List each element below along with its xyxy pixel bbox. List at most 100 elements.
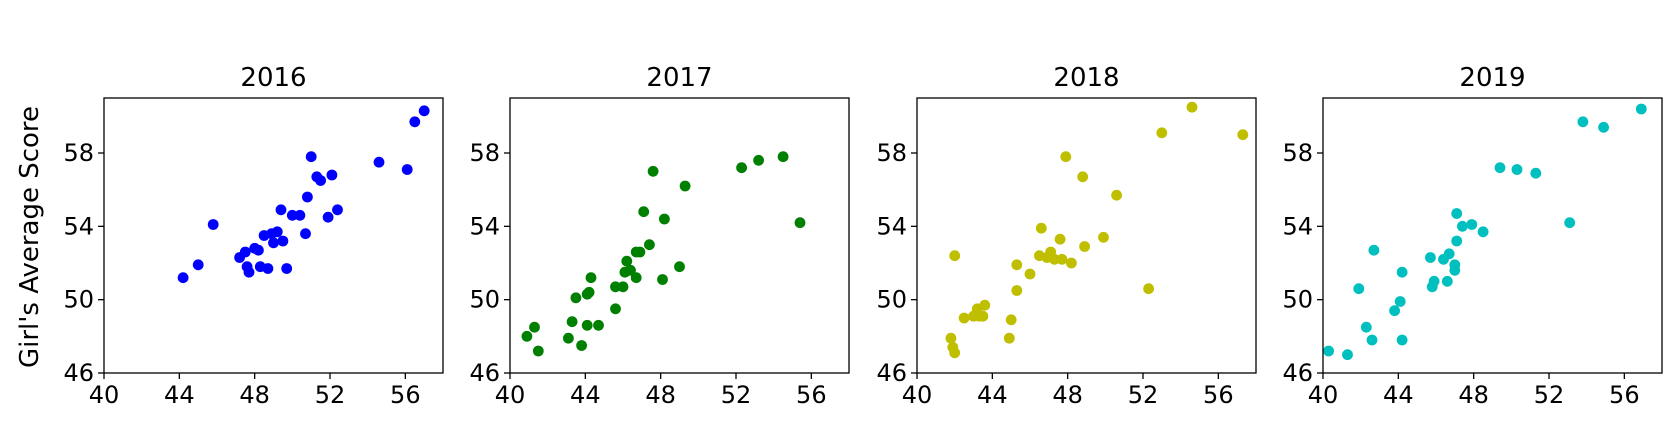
x-tick-label: 40 bbox=[495, 381, 526, 409]
data-point bbox=[1342, 349, 1353, 361]
data-point bbox=[1441, 275, 1453, 287]
plot-frame bbox=[916, 97, 1257, 374]
data-point bbox=[286, 209, 298, 221]
x-tick-label: 56 bbox=[1609, 381, 1640, 409]
data-point bbox=[1577, 116, 1589, 128]
x-tick-label: 44 bbox=[570, 381, 601, 409]
data-point bbox=[271, 226, 283, 238]
data-point bbox=[1011, 259, 1023, 271]
data-point bbox=[1186, 101, 1198, 113]
x-tick-label: 44 bbox=[1383, 381, 1414, 409]
x-tick-label: 52 bbox=[1534, 381, 1565, 409]
data-point bbox=[239, 246, 251, 258]
data-point bbox=[268, 237, 279, 249]
data-point bbox=[570, 292, 582, 304]
data-point bbox=[418, 105, 430, 117]
data-point bbox=[1425, 252, 1436, 263]
data-point bbox=[679, 180, 691, 192]
panel-title: 2017 bbox=[646, 63, 712, 93]
data-point bbox=[1353, 283, 1365, 295]
data-point bbox=[674, 261, 685, 273]
x-tick-label: 40 bbox=[89, 381, 120, 409]
data-point bbox=[1237, 129, 1249, 141]
data-point bbox=[1366, 334, 1378, 346]
x-tick-label: 52 bbox=[1128, 381, 1159, 409]
data-point bbox=[621, 255, 633, 267]
data-point bbox=[207, 219, 219, 230]
data-point bbox=[532, 345, 544, 357]
data-point bbox=[315, 175, 326, 186]
data-point bbox=[1011, 285, 1023, 296]
data-point bbox=[610, 281, 621, 293]
x-tick-label: 48 bbox=[1052, 381, 1083, 409]
data-point bbox=[585, 272, 597, 284]
data-point bbox=[1003, 332, 1015, 344]
y-tick-label: 58 bbox=[63, 139, 94, 167]
panel-3: 2019 40 44 48 52 56 46 50 54 58 bbox=[1282, 63, 1663, 409]
data-point bbox=[305, 151, 317, 163]
data-point bbox=[1451, 235, 1463, 247]
data-point bbox=[1056, 253, 1068, 265]
data-point bbox=[958, 312, 970, 324]
data-point bbox=[1428, 275, 1440, 287]
data-point bbox=[576, 340, 587, 351]
data-point bbox=[262, 263, 274, 274]
data-point bbox=[1049, 253, 1060, 265]
panel-title: 2018 bbox=[1053, 63, 1119, 93]
panel-0: 2016 40 44 48 52 56 46 50 54 58 bbox=[63, 63, 444, 409]
x-tick-label: 44 bbox=[164, 381, 195, 409]
data-point bbox=[625, 264, 636, 276]
data-point bbox=[638, 206, 650, 218]
x-tick-label: 40 bbox=[902, 381, 933, 409]
data-point bbox=[529, 321, 540, 333]
data-point bbox=[977, 310, 989, 322]
x-tick-label: 44 bbox=[977, 381, 1008, 409]
data-point bbox=[1323, 345, 1334, 357]
x-tick-label: 52 bbox=[315, 381, 346, 409]
data-point bbox=[1466, 219, 1478, 230]
y-tick-label: 58 bbox=[469, 139, 500, 167]
y-tick-label: 46 bbox=[63, 359, 94, 387]
data-point bbox=[644, 239, 655, 251]
panel-2: 2018 40 44 48 52 56 46 50 54 58 bbox=[876, 63, 1257, 409]
data-point bbox=[243, 266, 255, 278]
plot-frame bbox=[509, 97, 850, 374]
data-point bbox=[1530, 167, 1542, 179]
y-tick-label: 54 bbox=[1282, 212, 1313, 240]
data-point bbox=[1635, 103, 1647, 115]
y-tick-label: 50 bbox=[63, 286, 94, 314]
data-point bbox=[275, 204, 287, 216]
data-point bbox=[1098, 231, 1109, 243]
data-point bbox=[1396, 266, 1408, 278]
data-point bbox=[300, 228, 311, 240]
data-point bbox=[647, 165, 659, 177]
data-point bbox=[401, 164, 413, 175]
data-point bbox=[1143, 283, 1154, 295]
y-tick-label: 50 bbox=[876, 286, 907, 314]
y-tick-label: 58 bbox=[876, 139, 907, 167]
data-point bbox=[177, 272, 189, 284]
x-tick-label: 48 bbox=[239, 381, 270, 409]
data-point bbox=[583, 286, 595, 298]
data-point bbox=[1054, 233, 1066, 245]
data-point bbox=[1077, 171, 1089, 183]
data-point bbox=[322, 211, 334, 223]
data-point bbox=[1368, 244, 1380, 256]
data-point bbox=[949, 347, 961, 359]
y-tick-label: 46 bbox=[876, 359, 907, 387]
data-point bbox=[1111, 189, 1122, 201]
data-point bbox=[192, 259, 204, 271]
data-point bbox=[1389, 305, 1400, 317]
data-point bbox=[326, 169, 338, 181]
data-point bbox=[1564, 217, 1576, 229]
panel-title: 2016 bbox=[240, 63, 306, 93]
data-point bbox=[277, 235, 289, 247]
plot-frame bbox=[1322, 97, 1663, 374]
data-point bbox=[1396, 334, 1408, 346]
data-point bbox=[1449, 259, 1461, 271]
data-point bbox=[630, 272, 642, 284]
x-tick-label: 48 bbox=[645, 381, 676, 409]
y-tick-label: 50 bbox=[1282, 286, 1313, 314]
